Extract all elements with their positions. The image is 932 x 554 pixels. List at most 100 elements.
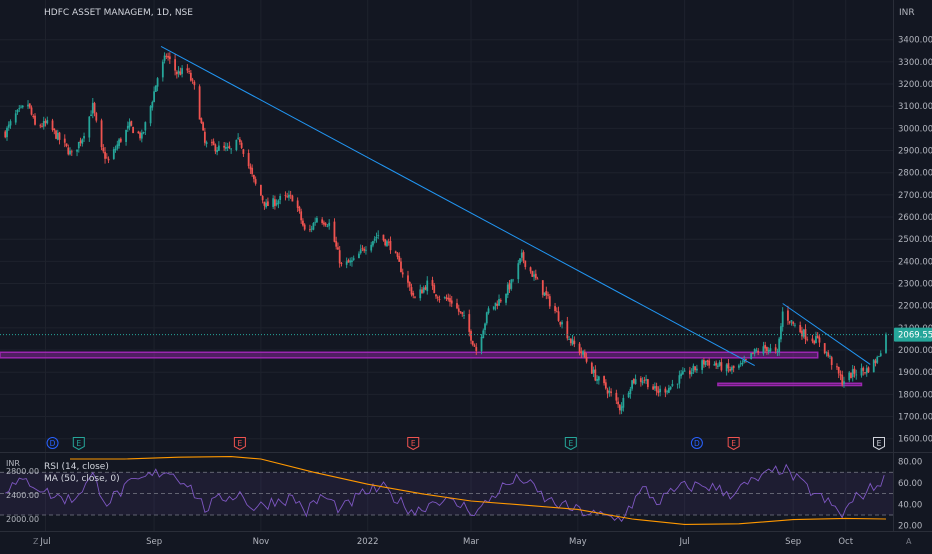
candle [76,149,78,157]
candle [421,287,423,294]
dividend-marker[interactable]: D [690,437,703,449]
candle [752,352,754,355]
candle [167,52,169,61]
a-icon-label: A [906,537,912,546]
candle-body [517,263,520,280]
earnings-marker[interactable]: E [564,437,577,451]
candle [361,245,364,252]
candle [126,121,129,132]
candle-body [149,106,152,124]
candle [140,129,143,143]
candle [872,359,875,373]
candle [137,130,140,134]
candle [177,66,180,78]
trendlines[interactable] [160,45,871,366]
candle-body [627,393,630,398]
trendline[interactable] [782,303,871,365]
candle [634,374,637,385]
candle-body [261,196,264,201]
candle-body [695,368,698,371]
candle [492,306,495,311]
candle [506,282,509,299]
last-price-tag [894,327,932,342]
candle [302,218,304,227]
candle [51,118,54,132]
candle [251,164,254,177]
rsi-legend-label[interactable]: RSI (14, close) [44,462,109,472]
candle [627,391,630,399]
earnings-marker[interactable]: E [727,437,740,451]
candle-body [156,78,159,87]
candle-body [557,311,560,321]
candle [755,347,758,352]
price-axis[interactable]: 3400.00 3300.00 3200.00 3100.00 3000.00 2900.… [898,36,932,445]
candle-body [230,148,233,150]
candle-body [629,389,632,394]
candle [799,321,802,334]
candle-body [328,222,331,226]
candle-body [279,196,282,200]
candle [534,269,537,281]
candle [646,378,649,390]
candle-body [58,132,61,140]
candle [179,67,182,76]
earnings-marker[interactable]: E [872,437,885,451]
price-tick-label: 1600.00 [898,435,932,445]
candle-body [804,329,807,340]
candle-body [743,360,746,363]
candle-body [32,115,35,118]
candle [867,366,870,373]
candle-body [56,132,59,140]
candle [139,131,141,141]
candle [676,383,679,389]
candle [252,174,255,183]
candle-body [463,315,465,317]
earnings-marker[interactable]: E [72,437,85,451]
candle-body [680,373,683,377]
candle [56,129,59,141]
candle [212,138,215,146]
candle-body [541,280,544,295]
candle [55,129,57,140]
price-tick-label: 1700.00 [898,413,932,423]
candle-body [608,391,611,393]
candle [191,77,194,84]
candle [825,351,828,357]
timezone-icon[interactable]: Z [33,537,39,546]
auto-scale-icon[interactable]: A [906,537,912,546]
dividend-marker[interactable]: D [46,437,59,449]
candle [249,163,252,174]
candle [153,86,155,103]
candle [144,121,147,136]
candle [548,293,551,309]
candle [83,132,85,142]
candle-body [228,145,231,149]
price-tick-label: 3400.00 [898,36,932,46]
candle [168,52,171,64]
earnings-marker[interactable]: E [233,437,246,451]
time-axis[interactable]: Jul Sep Nov 2022 Mar May Jul Sep Oct [39,537,853,547]
ma-legend-label[interactable]: MA (50, close, 0) [44,474,120,484]
earnings-marker[interactable]: E [407,437,420,451]
candle [690,368,693,377]
candle-body [874,360,877,364]
candle [468,309,471,337]
candle-body [114,148,117,151]
candle-body [720,362,723,371]
candle-body [247,152,250,167]
candle [119,137,122,143]
candle-body [872,359,875,373]
candle [496,300,499,310]
candle-body [167,55,169,58]
event-marker-label: E [411,439,416,448]
candle-body [384,239,387,246]
trendline[interactable] [160,45,755,366]
candle [4,130,7,139]
candle [223,141,226,151]
candle-body [678,375,681,384]
candle [717,363,719,370]
candle-body [77,141,80,149]
price-tick-label: 2300.00 [898,280,932,290]
